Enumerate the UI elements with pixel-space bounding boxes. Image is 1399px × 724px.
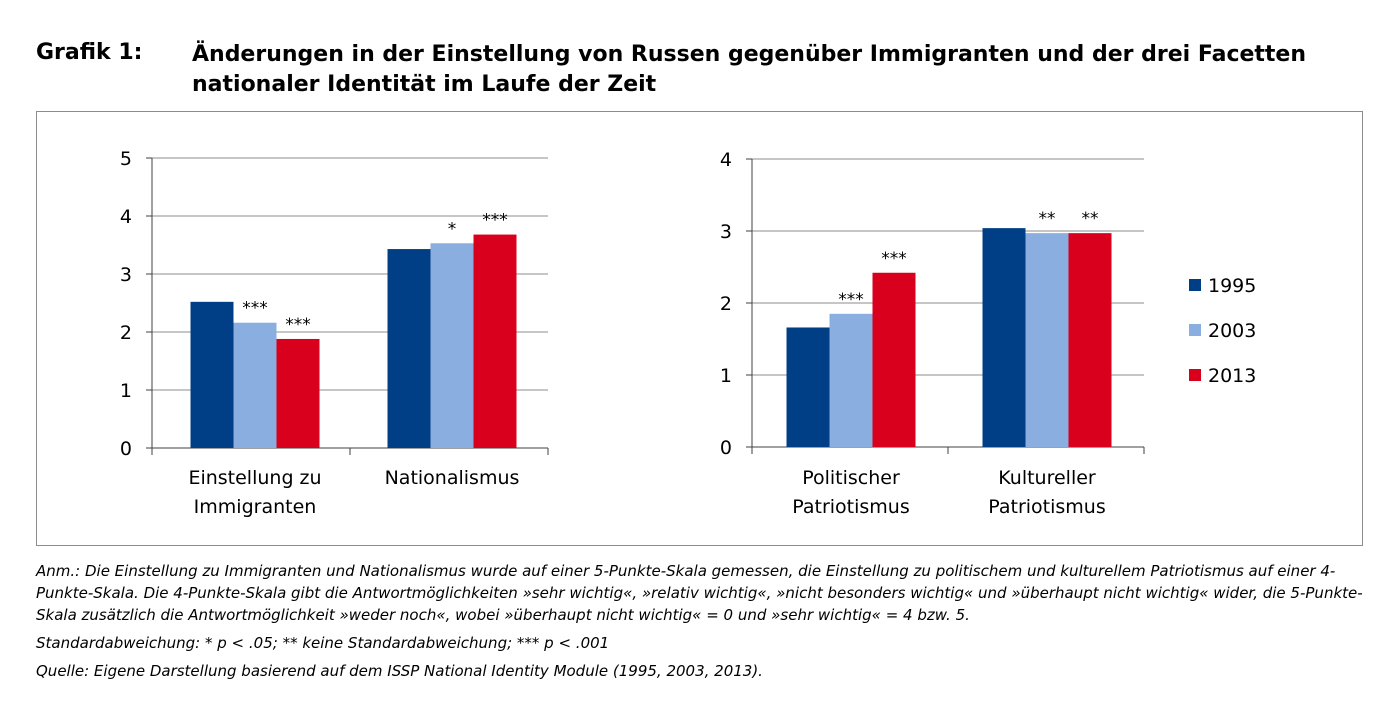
significance-label: *** [881, 249, 907, 269]
y-tick-label: 3 [120, 264, 132, 286]
y-tick-label: 0 [720, 437, 732, 459]
y-tick-label: 4 [120, 206, 132, 228]
x-category-label: Immigranten [194, 496, 317, 518]
figure-label: Grafik 1: [36, 40, 143, 65]
significance-label: *** [838, 290, 864, 310]
y-tick-label: 1 [120, 380, 132, 402]
legend-swatch-2013 [1189, 369, 1201, 381]
y-tick-label: 4 [720, 149, 732, 171]
significance-label: ** [1039, 209, 1056, 229]
significance-label: *** [242, 299, 268, 319]
legend-label: 2003 [1208, 320, 1256, 342]
significance-label: * [448, 219, 457, 239]
y-tick-label: 3 [720, 221, 732, 243]
bar-1995 [387, 249, 431, 448]
legend-swatch-2003 [1189, 324, 1201, 336]
bar-2013 [473, 234, 517, 448]
bar-2013 [872, 272, 916, 447]
x-category-label: Nationalismus [385, 467, 520, 489]
bar-1995 [786, 327, 830, 447]
y-tick-label: 5 [120, 148, 132, 170]
significance-label: *** [285, 315, 311, 335]
y-tick-label: 2 [720, 293, 732, 315]
x-category-label: Einstellung zu [188, 467, 321, 489]
y-tick-label: 1 [720, 365, 732, 387]
bar-2003 [829, 313, 873, 447]
x-category-label: Politischer [802, 467, 900, 489]
legend-swatch-1995 [1189, 279, 1201, 291]
note-anm: Anm.: Die Einstellung zu Immigranten und… [36, 562, 1363, 624]
y-tick-label: 0 [120, 438, 132, 460]
bar-1995 [190, 301, 234, 448]
bar-2013 [276, 338, 320, 448]
legend-label: 1995 [1208, 275, 1256, 297]
legend-label: 2013 [1208, 365, 1256, 387]
x-category-label: Patriotismus [988, 496, 1106, 518]
bar-2003 [233, 322, 277, 448]
significance-label: ** [1082, 209, 1099, 229]
bar-2003 [1025, 233, 1069, 447]
y-tick-label: 2 [120, 322, 132, 344]
note-source: Quelle: Eigene Darstellung basierend auf… [36, 662, 763, 680]
bar-1995 [982, 228, 1026, 447]
x-category-label: Patriotismus [792, 496, 910, 518]
figure-title: Änderungen in der Einstellung von Russen… [192, 42, 1307, 97]
bar-2003 [430, 243, 474, 448]
x-category-label: Kultureller [998, 467, 1096, 489]
bar-2013 [1068, 233, 1112, 447]
notes: Anm.: Die Einstellung zu Immigranten und… [36, 560, 1366, 682]
chart-frame [36, 111, 1363, 546]
note-significance: Standardabweichung: * p < .05; ** keine … [36, 634, 610, 652]
significance-label: *** [482, 211, 508, 231]
